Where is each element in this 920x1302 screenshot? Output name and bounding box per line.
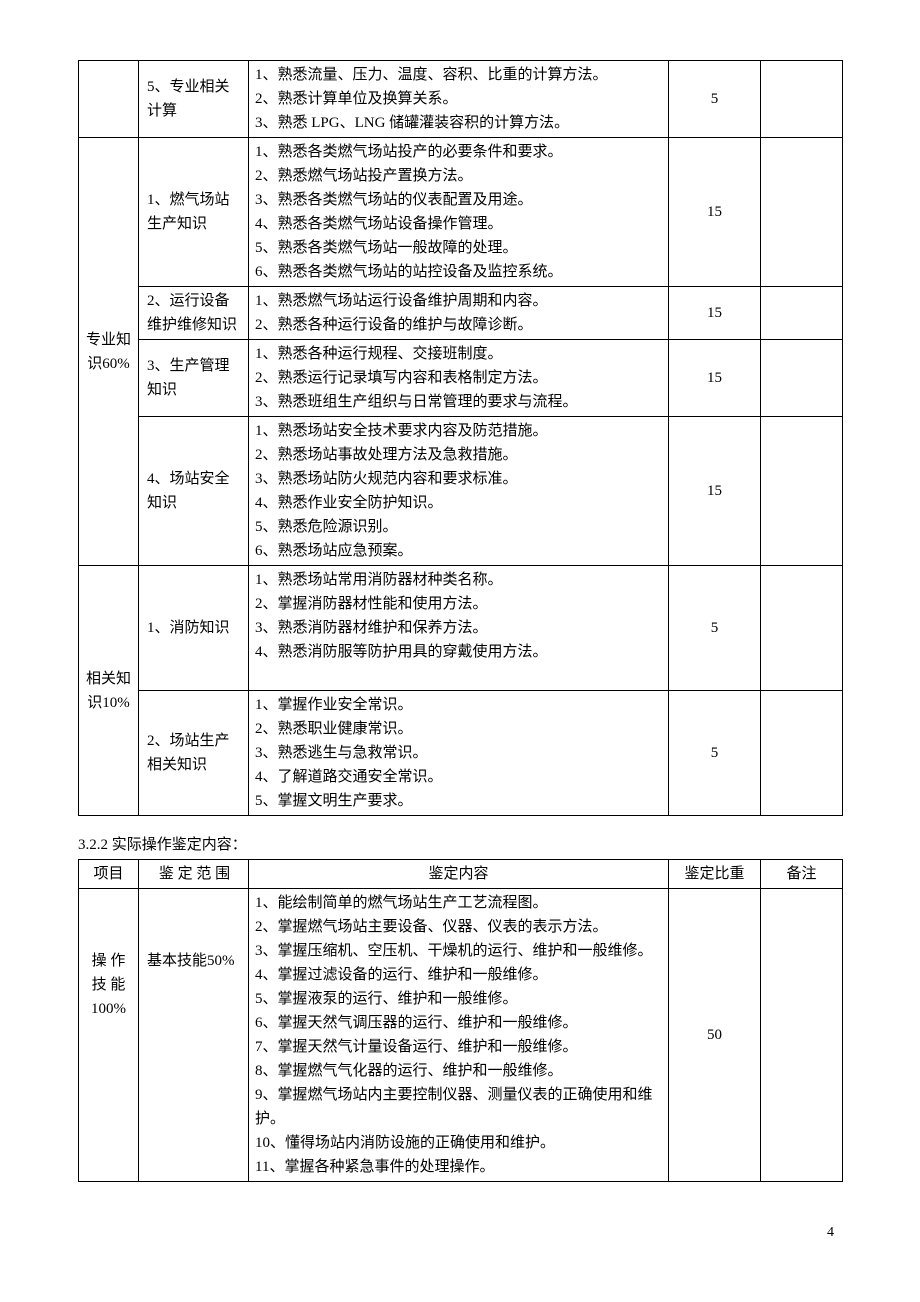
header-note: 备注 [761, 859, 843, 888]
weight-cell: 5 [669, 61, 761, 138]
content-cell: 1、熟悉场站安全技术要求内容及防范措施。2、熟悉场站事故处理方法及急救措施。3、… [249, 417, 669, 566]
section-2-title: 3.2.2 实际操作鉴定内容： [78, 834, 842, 857]
table-row: 相关知识10%1、消防知识1、熟悉场站常用消防器材种类名称。2、掌握消防器材性能… [79, 566, 843, 691]
category-cell [79, 61, 139, 138]
header-project: 项目 [79, 859, 139, 888]
weight-cell: 15 [669, 417, 761, 566]
note-cell [761, 566, 843, 691]
table-row: 5、专业相关计算1、熟悉流量、压力、温度、容积、比重的计算方法。2、熟悉计算单位… [79, 61, 843, 138]
note-cell [761, 138, 843, 287]
scope-cell: 5、专业相关计算 [139, 61, 249, 138]
scope-cell: 基本技能50% [139, 888, 249, 1181]
table-row: 2、运行设备维护维修知识1、熟悉燃气场站运行设备维护周期和内容。2、熟悉各种运行… [79, 287, 843, 340]
header-scope: 鉴 定 范 围 [139, 859, 249, 888]
table-row: 2、场站生产相关知识1、掌握作业安全常识。2、熟悉职业健康常识。3、熟悉逃生与急… [79, 691, 843, 816]
note-cell [761, 287, 843, 340]
weight-cell: 50 [669, 888, 761, 1181]
header-weight: 鉴定比重 [669, 859, 761, 888]
table-row: 4、场站安全知识1、熟悉场站安全技术要求内容及防范措施。2、熟悉场站事故处理方法… [79, 417, 843, 566]
category-cell: 相关知识10% [79, 566, 139, 816]
table-header-row: 项目 鉴 定 范 围 鉴定内容 鉴定比重 备注 [79, 859, 843, 888]
scope-cell: 4、场站安全知识 [139, 417, 249, 566]
header-content: 鉴定内容 [249, 859, 669, 888]
table-row: 操 作技 能100%基本技能50%1、能绘制简单的燃气场站生产工艺流程图。2、掌… [79, 888, 843, 1181]
weight-cell: 5 [669, 566, 761, 691]
weight-cell: 15 [669, 340, 761, 417]
content-cell: 1、熟悉流量、压力、温度、容积、比重的计算方法。2、熟悉计算单位及换算关系。3、… [249, 61, 669, 138]
content-cell: 1、熟悉各类燃气场站投产的必要条件和要求。2、熟悉燃气场站投产置换方法。3、熟悉… [249, 138, 669, 287]
assessment-table-1: 5、专业相关计算1、熟悉流量、压力、温度、容积、比重的计算方法。2、熟悉计算单位… [78, 60, 843, 816]
scope-cell: 2、场站生产相关知识 [139, 691, 249, 816]
note-cell [761, 340, 843, 417]
note-cell [761, 888, 843, 1181]
scope-cell: 3、生产管理知识 [139, 340, 249, 417]
note-cell [761, 61, 843, 138]
page-number: 4 [78, 1222, 842, 1243]
assessment-table-2: 项目 鉴 定 范 围 鉴定内容 鉴定比重 备注 操 作技 能100%基本技能50… [78, 859, 843, 1182]
content-cell: 1、熟悉燃气场站运行设备维护周期和内容。2、熟悉各种运行设备的维护与故障诊断。 [249, 287, 669, 340]
category-cell: 操 作技 能100% [79, 888, 139, 1181]
content-cell: 1、熟悉场站常用消防器材种类名称。2、掌握消防器材性能和使用方法。3、熟悉消防器… [249, 566, 669, 691]
content-cell: 1、熟悉各种运行规程、交接班制度。2、熟悉运行记录填写内容和表格制定方法。3、熟… [249, 340, 669, 417]
weight-cell: 15 [669, 138, 761, 287]
category-cell: 专业知识60% [79, 138, 139, 566]
note-cell [761, 417, 843, 566]
weight-cell: 5 [669, 691, 761, 816]
scope-cell: 2、运行设备维护维修知识 [139, 287, 249, 340]
note-cell [761, 691, 843, 816]
weight-cell: 15 [669, 287, 761, 340]
table-row: 3、生产管理知识1、熟悉各种运行规程、交接班制度。2、熟悉运行记录填写内容和表格… [79, 340, 843, 417]
table-row: 专业知识60%1、燃气场站生产知识1、熟悉各类燃气场站投产的必要条件和要求。2、… [79, 138, 843, 287]
content-cell: 1、掌握作业安全常识。2、熟悉职业健康常识。3、熟悉逃生与急救常识。4、了解道路… [249, 691, 669, 816]
scope-cell: 1、燃气场站生产知识 [139, 138, 249, 287]
scope-cell: 1、消防知识 [139, 566, 249, 691]
content-cell: 1、能绘制简单的燃气场站生产工艺流程图。2、掌握燃气场站主要设备、仪器、仪表的表… [249, 888, 669, 1181]
